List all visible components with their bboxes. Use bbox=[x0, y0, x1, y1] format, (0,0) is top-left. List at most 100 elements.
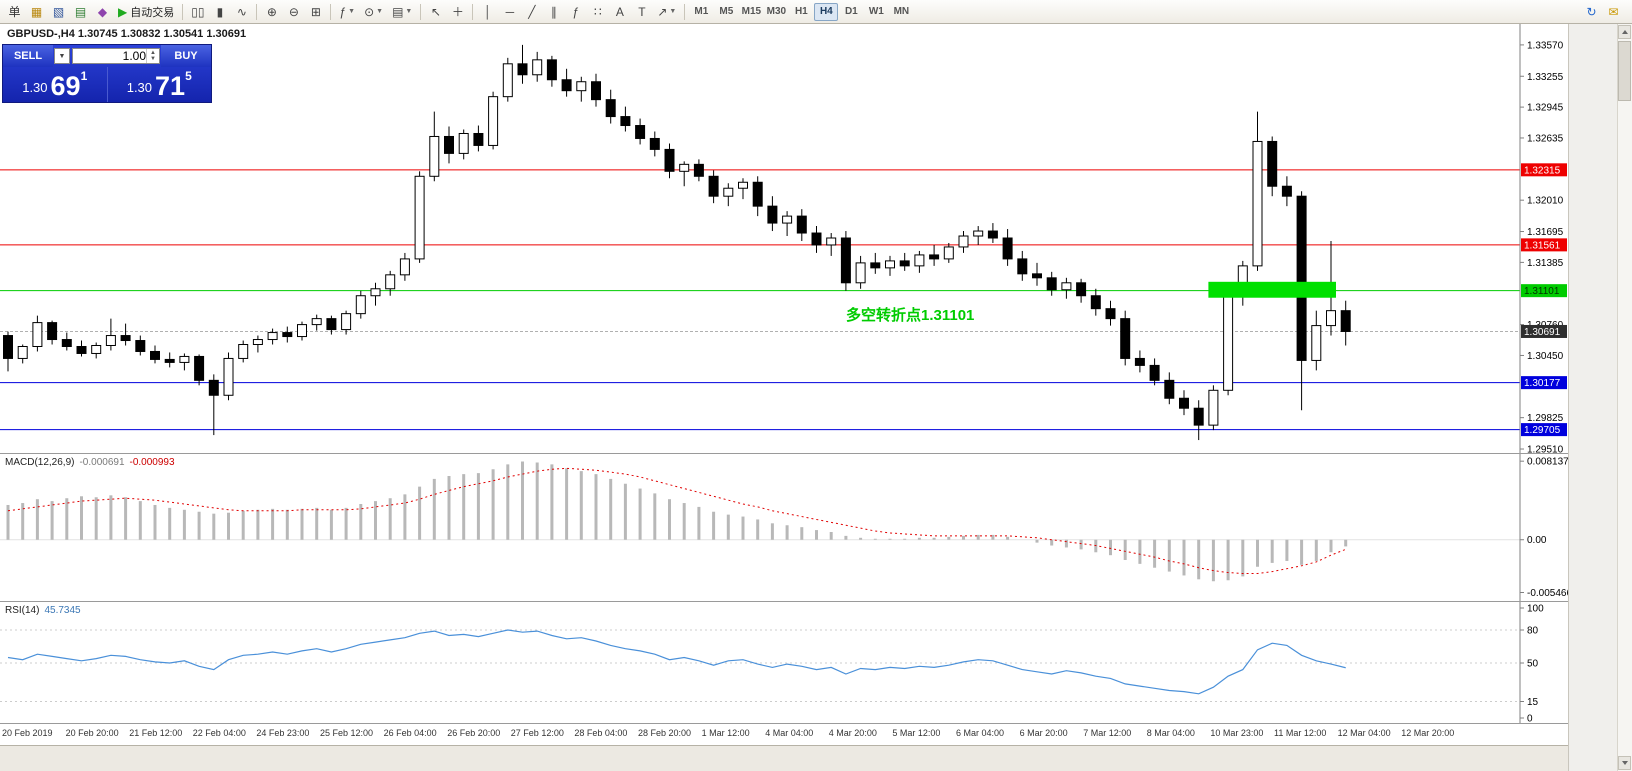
toolbar: 单 ▦ ▧ ▤ ◆ ▶ 自动交易 ▯▯ ▮ ∿ ⊕ ⊖ ⊞ ƒ ▼ ⊙ ▼ ▤ ▼ ↖ ＋ │ ─ ╱ ∥ ƒ ∷ A T ↗ ▼ M1 M5… bbox=[0, 0, 1632, 24]
navigator-window-button[interactable]: ▧ bbox=[48, 2, 69, 22]
scroll-down-button[interactable] bbox=[1618, 756, 1631, 770]
time-label: 5 Mar 12:00 bbox=[892, 728, 941, 738]
time-axis[interactable]: 20 Feb 2019 20 Feb 20:00 21 Feb 12:00 22 Fe… bbox=[0, 723, 1568, 745]
scrollbar-thumb[interactable] bbox=[1618, 41, 1631, 101]
chart-window: 1.33570 1.33255 1.32945 1.32635 1.32010 1.316… bbox=[0, 24, 1568, 745]
strategy-tester-button[interactable]: ◆ bbox=[92, 2, 113, 22]
timeframe-mn-button[interactable]: MN bbox=[893, 6, 910, 17]
svg-text:1.32635: 1.32635 bbox=[1527, 133, 1564, 144]
timeframe-m30-button[interactable]: M30 bbox=[766, 6, 787, 17]
sell-button[interactable]: SELL bbox=[3, 45, 53, 67]
candlestick-mode-button[interactable]: ▮ bbox=[209, 2, 230, 22]
buy-price-sup: 5 bbox=[185, 69, 192, 83]
time-label: 27 Feb 12:00 bbox=[510, 728, 564, 738]
arrows-tool-button[interactable]: ↗ ▼ bbox=[653, 2, 680, 22]
zoom-out-icon: ⊖ bbox=[288, 4, 299, 19]
svg-text:1.31385: 1.31385 bbox=[1527, 258, 1564, 269]
cursor-tool-button[interactable]: ↖ bbox=[425, 2, 446, 22]
timeframe-h4-button[interactable]: H4 bbox=[814, 2, 839, 21]
svg-text:100: 100 bbox=[1527, 604, 1544, 615]
auto-trading-button[interactable]: ▶ 自动交易 bbox=[114, 2, 178, 22]
svg-text:50: 50 bbox=[1527, 659, 1539, 670]
label-tool-button[interactable]: T bbox=[631, 2, 652, 22]
crosshair-tool-button[interactable]: ＋ bbox=[447, 2, 468, 22]
svg-text:1.29510: 1.29510 bbox=[1527, 445, 1564, 453]
rsi-chart-canvas[interactable]: 100 80 50 15 0 bbox=[0, 602, 1568, 724]
sell-price[interactable]: 1.30 69 1 bbox=[3, 67, 107, 102]
trendline-tool-button[interactable]: ╱ bbox=[521, 2, 542, 22]
periods-list-button[interactable]: ⊙ ▼ bbox=[360, 2, 387, 22]
svg-text:1.32945: 1.32945 bbox=[1527, 103, 1564, 114]
indicators-list-icon: ƒ bbox=[339, 4, 347, 19]
new-order-icon: 单 bbox=[8, 5, 21, 19]
buy-button[interactable]: BUY bbox=[161, 45, 211, 67]
new-order-button[interactable]: 单 bbox=[4, 2, 25, 22]
spinner-up-icon[interactable]: ▲ bbox=[150, 50, 156, 56]
charts-window-button[interactable]: ▦ bbox=[26, 2, 47, 22]
timeframe-d1-button[interactable]: D1 bbox=[844, 6, 858, 17]
timeframe-m15-button[interactable]: M15 bbox=[741, 6, 762, 17]
community-chat-button[interactable]: ✉ bbox=[1608, 4, 1619, 19]
line-chart-mode-button[interactable]: ∿ bbox=[231, 2, 252, 22]
horizontal-line-tool-icon: ─ bbox=[505, 4, 515, 19]
time-label: 10 Mar 23:00 bbox=[1210, 728, 1264, 738]
chevron-down-icon: ▼ bbox=[405, 8, 413, 15]
strategy-tester-icon: ◆ bbox=[97, 4, 108, 19]
symbol-ohlc-label: GBPUSD-,H4 1.30745 1.30832 1.30541 1.306… bbox=[7, 28, 247, 40]
toolbar-separator bbox=[330, 3, 332, 20]
zoom-out-button[interactable]: ⊖ bbox=[283, 2, 304, 22]
buy-price[interactable]: 1.30 71 5 bbox=[106, 67, 212, 102]
spinner-down-icon[interactable]: ▼ bbox=[150, 56, 156, 62]
toolbar-separator bbox=[472, 3, 474, 20]
svg-text:1.29825: 1.29825 bbox=[1527, 413, 1564, 424]
shapes-tool-button[interactable]: ∷ bbox=[587, 2, 608, 22]
fibonacci-tool-button[interactable]: ƒ bbox=[565, 2, 586, 22]
market-watch-button[interactable]: ▤ bbox=[70, 2, 91, 22]
time-label: 21 Feb 12:00 bbox=[129, 728, 183, 738]
indicators-list-button[interactable]: ƒ ▼ bbox=[335, 2, 359, 22]
cursor-tool-icon: ↖ bbox=[430, 4, 441, 19]
timeframe-m1-button[interactable]: M1 bbox=[694, 6, 709, 17]
price-chart-canvas[interactable]: 1.33570 1.33255 1.32945 1.32635 1.32010 1.316… bbox=[0, 24, 1568, 453]
scroll-up-button[interactable] bbox=[1618, 25, 1631, 39]
time-label: 20 Feb 2019 bbox=[2, 728, 53, 738]
timeframe-h1-button[interactable]: H1 bbox=[794, 6, 808, 17]
vertical-scrollbar[interactable] bbox=[1617, 24, 1632, 771]
time-label: 20 Feb 20:00 bbox=[65, 728, 119, 738]
price-panel[interactable]: 1.33570 1.33255 1.32945 1.32635 1.32010 1.316… bbox=[0, 24, 1568, 453]
auto-trading-label: 自动交易 bbox=[130, 6, 175, 19]
horizontal-line-tool-button[interactable]: ─ bbox=[499, 2, 520, 22]
channel-tool-button[interactable]: ∥ bbox=[543, 2, 564, 22]
timeframe-m5-button[interactable]: M5 bbox=[719, 6, 734, 17]
svg-text:1.31101: 1.31101 bbox=[1524, 286, 1560, 297]
templates-button[interactable]: ▤ ▼ bbox=[388, 2, 416, 22]
macd-panel[interactable]: 0.008137 0.00 -0.005466 MACD(12,26,9) -0.00… bbox=[0, 453, 1568, 602]
rsi-name: RSI(14) bbox=[5, 605, 40, 616]
zoom-in-button[interactable]: ⊕ bbox=[261, 2, 282, 22]
timeframe-w1-button[interactable]: W1 bbox=[868, 6, 884, 17]
tile-windows-button[interactable]: ⊞ bbox=[305, 2, 326, 22]
zoom-in-icon: ⊕ bbox=[266, 4, 277, 19]
toolbar-separator bbox=[420, 3, 422, 20]
svg-text:1.31561: 1.31561 bbox=[1524, 240, 1561, 251]
arrows-tool-icon: ↗ bbox=[657, 4, 668, 19]
rsi-panel[interactable]: 100 80 50 15 0 RSI(14) 45.7345 bbox=[0, 601, 1568, 724]
vertical-line-tool-button[interactable]: │ bbox=[477, 2, 498, 22]
time-label: 1 Mar 12:00 bbox=[701, 728, 750, 738]
macd-chart-canvas[interactable]: 0.008137 0.00 -0.005466 bbox=[0, 454, 1568, 602]
lot-size-box: ▲▼ bbox=[72, 48, 160, 64]
shapes-tool-icon: ∷ bbox=[594, 4, 602, 19]
refresh-button[interactable]: ↻ bbox=[1586, 4, 1597, 19]
pivot-annotation: 多空转折点1.31101 bbox=[846, 307, 975, 324]
bar-chart-mode-button[interactable]: ▯▯ bbox=[187, 2, 208, 22]
time-label: 8 Mar 04:00 bbox=[1146, 728, 1195, 738]
auto-trading-icon: ▶ bbox=[118, 4, 128, 19]
lot-dropdown-icon[interactable]: ▼ bbox=[54, 48, 70, 64]
lot-size-input[interactable] bbox=[73, 49, 146, 63]
text-tool-button[interactable]: A bbox=[609, 2, 630, 22]
status-area bbox=[0, 745, 1568, 771]
lot-spinner[interactable]: ▲ ▼ bbox=[146, 49, 159, 63]
rsi-value: 45.7345 bbox=[44, 605, 81, 616]
sell-price-sup: 1 bbox=[80, 69, 88, 83]
macd-label: MACD(12,26,9) -0.000691 -0.000993 bbox=[5, 457, 175, 468]
